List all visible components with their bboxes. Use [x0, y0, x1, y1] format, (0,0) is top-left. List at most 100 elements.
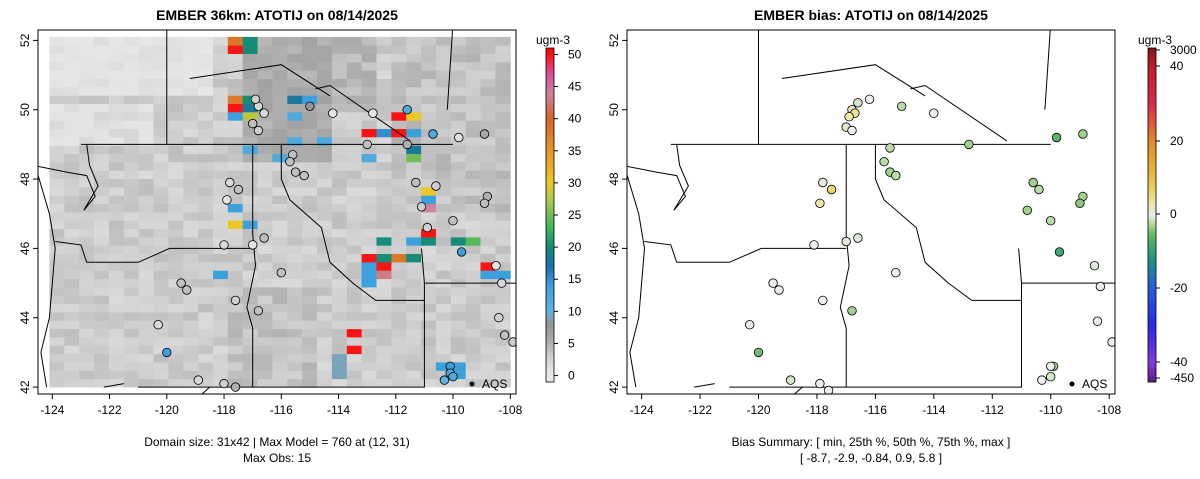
grid-cell [79, 378, 95, 388]
grid-cell [450, 220, 467, 229]
colorbar-segment [1148, 242, 1156, 245]
bias-marker [879, 156, 889, 167]
grid-cell [406, 320, 422, 330]
grid-cell [450, 87, 467, 96]
grid-cell [302, 278, 318, 288]
grid-cell [376, 262, 392, 271]
y-tick-label: 52 [18, 33, 32, 47]
columbia-river-border [644, 241, 847, 263]
grid-cell [213, 328, 229, 338]
grid-cell [272, 312, 288, 321]
grid-cell [302, 137, 318, 146]
left-footer-maxobs: Max Obs: 15 [243, 451, 311, 465]
grid-cell [242, 278, 258, 288]
grid-cell [331, 220, 348, 229]
grid-cell [495, 345, 511, 355]
grid-cell [346, 253, 363, 263]
grid-cell [183, 228, 199, 238]
grid-cell [495, 153, 511, 163]
grid-cell [138, 370, 154, 380]
colorbar-segment [1148, 374, 1156, 377]
grid-cell [272, 253, 288, 263]
colorbar-segment [1148, 160, 1156, 163]
grid-cell [64, 178, 80, 188]
colorbar-segment [1148, 256, 1156, 259]
grid-cell [123, 345, 140, 355]
grid-cell [198, 187, 214, 196]
grid-cell [495, 145, 511, 154]
grid-cell [287, 203, 303, 213]
grid-cell [376, 312, 392, 321]
grid-cell [138, 145, 154, 154]
grid-cell [123, 162, 140, 171]
grid-cell [346, 295, 363, 305]
grid-cell [153, 278, 169, 288]
grid-cell [227, 128, 244, 138]
grid-cell [317, 162, 333, 171]
grid-cell [287, 187, 303, 196]
colorbar-segment [1148, 376, 1156, 379]
colorbar-tick-label: 25 [568, 208, 582, 222]
grid-cell [421, 237, 437, 246]
colorbar-tick-label: 40 [568, 112, 582, 126]
colorbar-segment [1148, 174, 1156, 177]
grid-cell [406, 253, 422, 263]
grid-cell [421, 120, 437, 129]
grid-cell [331, 245, 348, 254]
grid-cell [123, 278, 140, 288]
colorbar-segment [1148, 304, 1156, 307]
grid-cell [198, 120, 214, 129]
grid-cell [465, 61, 481, 71]
colorbar-segment [1148, 112, 1156, 115]
grid-cell [331, 178, 348, 188]
grid-cell [138, 112, 154, 121]
grid-cell [495, 120, 511, 129]
grid-cell [108, 328, 125, 338]
colorbar-segment [1148, 130, 1156, 133]
colorbar-segment [546, 285, 554, 290]
grid-cell [495, 237, 511, 246]
grid-cell [480, 103, 496, 113]
grid-cell [287, 370, 303, 380]
grid-cell [49, 220, 65, 229]
grid-cell [108, 362, 125, 371]
grid-cell [287, 270, 303, 280]
grid-cell [272, 170, 288, 179]
grid-cell [242, 378, 258, 388]
grid-cell [242, 61, 258, 71]
colorbar-segment [1148, 86, 1156, 89]
grid-cell [495, 53, 511, 63]
grid-cell [198, 53, 214, 63]
grid-cell [361, 287, 377, 296]
station-marker [225, 177, 235, 188]
grid-cell [331, 337, 348, 346]
aqs-legend-dot [469, 381, 475, 387]
colorbar-segment [1148, 264, 1156, 267]
grid-cell [79, 362, 95, 371]
grid-cell [391, 295, 407, 305]
grid-cell [168, 112, 184, 121]
y-tick-label: 48 [18, 172, 32, 186]
grid-cell [406, 220, 422, 229]
grid-cell [49, 137, 65, 146]
grid-cell [94, 303, 110, 313]
grid-cell [450, 162, 467, 171]
grid-cell [183, 253, 199, 263]
station-marker [162, 347, 172, 358]
grid-cell [153, 187, 169, 196]
bias-marker [1051, 132, 1062, 143]
grid-cell [450, 312, 467, 321]
grid-cell [138, 203, 154, 213]
grid-cell [302, 178, 318, 188]
grid-cell [331, 128, 348, 138]
columbia-river-border [55, 241, 253, 263]
grid-cell [287, 78, 303, 88]
grid-cell [79, 270, 95, 280]
grid-cell [79, 345, 95, 355]
grid-cell [376, 170, 392, 179]
colorbar-segment [546, 64, 554, 68]
grid-cell [376, 95, 392, 104]
colorbar-segment [546, 153, 554, 158]
grid-cell [287, 262, 303, 271]
grid-cell [361, 36, 377, 46]
